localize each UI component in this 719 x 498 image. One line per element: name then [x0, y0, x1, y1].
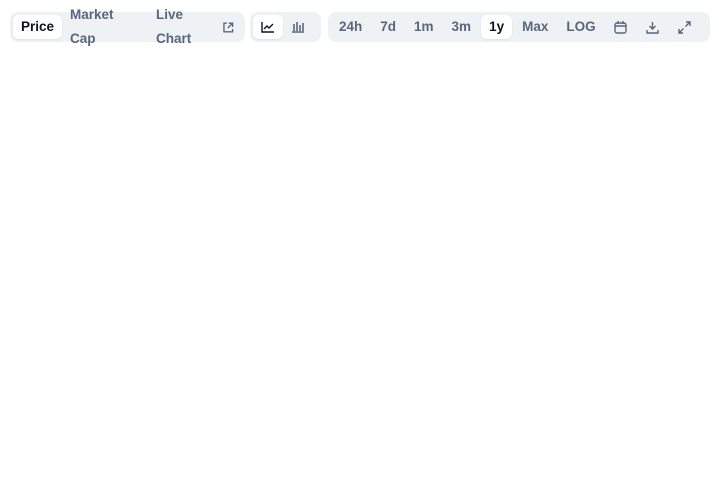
range-button[interactable]: 3m [451, 19, 472, 34]
watermark: CoinGecko [588, 370, 651, 384]
tab[interactable]: Price [13, 15, 63, 39]
range-button[interactable]: 7d [380, 19, 397, 34]
line-chart-button[interactable] [253, 15, 283, 39]
x-tick-label: 8. Jul [301, 482, 327, 494]
x-tick-label: 1. Apr [128, 482, 157, 494]
range-button[interactable]: 1m [414, 19, 434, 34]
x-tick-label: 26. Aug [382, 482, 419, 494]
expand-icon [678, 20, 691, 34]
y-tick-label: $0 [671, 386, 683, 398]
calendar-icon [614, 20, 627, 34]
external-icon [223, 22, 234, 32]
x-tick-label: 14. Oct [468, 482, 503, 494]
chart-kind-group [250, 12, 321, 42]
y-tick-label: $0.5 [671, 285, 692, 297]
x-tick-label: 13. Jan [628, 482, 664, 494]
log-button[interactable]: LOG [566, 19, 596, 34]
tab-label: Live Chart [156, 7, 192, 46]
range-button[interactable]: 24h [339, 19, 363, 34]
calendar-button[interactable] [606, 15, 636, 39]
y-tick-label: $0.25 [671, 335, 699, 347]
tab[interactable]: Live Chart [148, 7, 242, 46]
range-button[interactable]: Max [522, 19, 549, 34]
x-tick-label: 12. Feb [38, 482, 75, 494]
download-button[interactable] [638, 15, 668, 39]
y-tick-label: $1.50 [671, 83, 699, 95]
candle-chart-button[interactable] [283, 15, 313, 39]
download-icon [646, 21, 659, 34]
candle-icon [292, 22, 304, 33]
fullscreen-button[interactable] [670, 15, 700, 39]
x-tick-label: 2. Dec [556, 482, 588, 494]
price-line [17, 148, 659, 373]
y-tick-label: $1.00 [671, 184, 699, 196]
tab[interactable]: Market Cap [70, 7, 114, 46]
price-area [18, 149, 658, 392]
y-tick-label: $1.25 [671, 133, 699, 145]
y-tick-label: $0.75 [671, 234, 699, 246]
range-button[interactable]: 1y [481, 15, 513, 39]
line-icon [261, 22, 274, 33]
range-group: 24h 7d 1m 3m 1y Max LOG [328, 12, 710, 42]
watermark-logo [568, 369, 586, 387]
x-tick-label: 20. May [209, 482, 249, 494]
tab-group: Price Market Cap Live Chart [10, 7, 245, 46]
